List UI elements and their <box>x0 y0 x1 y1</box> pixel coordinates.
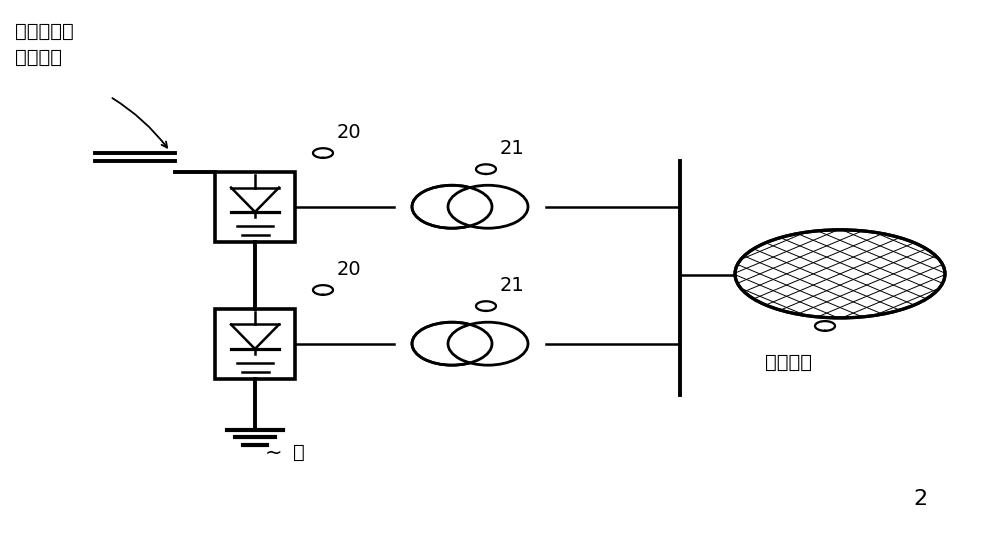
Bar <box>215 309 295 379</box>
Bar <box>215 172 295 242</box>
Ellipse shape <box>735 230 945 318</box>
Circle shape <box>448 185 528 228</box>
Text: 正极性高压
直流极线: 正极性高压 直流极线 <box>15 21 74 67</box>
Text: 20: 20 <box>337 260 362 279</box>
Text: 21: 21 <box>500 140 525 158</box>
Text: 21: 21 <box>500 277 525 295</box>
Text: 地: 地 <box>293 442 305 461</box>
Text: 20: 20 <box>337 124 362 142</box>
Circle shape <box>412 322 492 365</box>
Circle shape <box>448 322 528 365</box>
Text: 交流电网: 交流电网 <box>765 353 812 372</box>
Circle shape <box>412 185 492 228</box>
Text: 2: 2 <box>913 489 927 510</box>
Text: ~: ~ <box>265 442 283 462</box>
